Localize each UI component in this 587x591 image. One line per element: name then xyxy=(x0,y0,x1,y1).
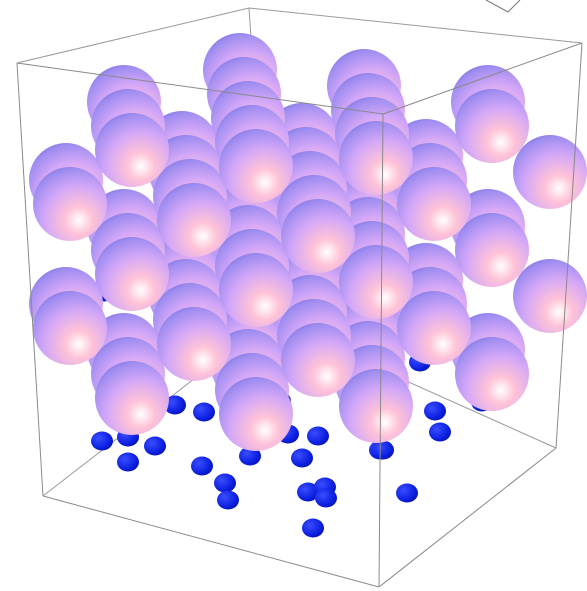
small-sphere xyxy=(315,488,337,508)
large-sphere xyxy=(513,259,587,333)
large-sphere xyxy=(339,369,413,443)
large-sphere xyxy=(157,183,231,257)
large-sphere xyxy=(219,377,293,451)
small-sphere xyxy=(214,473,236,493)
large-sphere xyxy=(95,237,169,311)
large-sphere xyxy=(219,129,293,203)
small-sphere xyxy=(424,401,446,421)
large-sphere xyxy=(157,307,231,381)
small-sphere xyxy=(396,483,418,503)
small-sphere xyxy=(302,518,324,538)
small-sphere xyxy=(291,448,313,468)
small-sphere xyxy=(117,452,139,472)
small-sphere xyxy=(217,490,239,510)
large-sphere xyxy=(339,245,413,319)
large-sphere xyxy=(281,199,355,273)
large-sphere xyxy=(339,121,413,195)
small-sphere xyxy=(239,446,261,466)
large-sphere xyxy=(397,167,471,241)
large-sphere xyxy=(33,167,107,241)
large-sphere xyxy=(33,291,107,365)
large-sphere xyxy=(455,337,529,411)
large-sphere xyxy=(455,213,529,287)
large-sphere xyxy=(397,291,471,365)
small-sphere xyxy=(91,431,113,451)
small-sphere xyxy=(372,440,394,460)
small-sphere xyxy=(144,436,166,456)
large-sphere xyxy=(95,113,169,187)
small-sphere xyxy=(307,426,329,446)
small-sphere xyxy=(297,482,319,502)
large-sphere xyxy=(513,135,587,209)
bounding-box-front xyxy=(16,42,583,588)
large-sphere xyxy=(95,361,169,435)
large-sphere xyxy=(455,89,529,163)
small-sphere xyxy=(193,402,215,422)
small-sphere xyxy=(429,422,451,442)
small-sphere xyxy=(191,456,213,476)
large-spheres-layer xyxy=(29,33,587,451)
large-sphere xyxy=(219,253,293,327)
corner-arrow-icon xyxy=(485,0,521,13)
large-sphere xyxy=(281,323,355,397)
small-sphere xyxy=(164,395,186,415)
